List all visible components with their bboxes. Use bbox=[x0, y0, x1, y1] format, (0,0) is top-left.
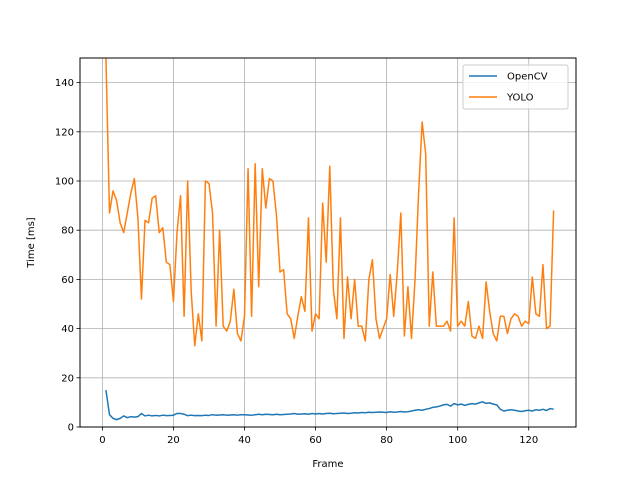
ticks: 0 20 40 60 80 100 120 0 20 40 60 80 100 120 140 bbox=[55, 78, 538, 446]
y-tick-label: 20 bbox=[61, 373, 74, 384]
x-tick-label: 40 bbox=[238, 435, 251, 446]
x-tick-label: 100 bbox=[448, 435, 467, 446]
x-tick-label: 60 bbox=[309, 435, 322, 446]
series-line-opencv bbox=[105, 389, 554, 421]
x-tick-label: 0 bbox=[99, 435, 105, 446]
x-tick-label: 20 bbox=[167, 435, 180, 446]
plot-frame bbox=[79, 57, 577, 428]
y-tick-label: 140 bbox=[55, 78, 74, 89]
legend: OpenCV YOLO bbox=[462, 64, 569, 110]
series-line-yolo bbox=[105, 58, 555, 347]
y-tick-label: 100 bbox=[55, 177, 74, 188]
y-tick-label: 40 bbox=[61, 324, 74, 335]
legend-label-opencv: OpenCV bbox=[507, 72, 548, 83]
y-tick-label: 0 bbox=[68, 423, 74, 434]
series-group bbox=[105, 58, 555, 421]
y-axis-label: Time [ms] bbox=[26, 217, 37, 269]
x-tick-label: 80 bbox=[380, 435, 393, 446]
x-tick-label: 120 bbox=[519, 435, 538, 446]
x-axis-label: Frame bbox=[312, 459, 343, 470]
y-tick-label: 120 bbox=[55, 127, 74, 138]
legend-label-yolo: YOLO bbox=[506, 93, 534, 104]
y-tick-label: 80 bbox=[61, 226, 74, 237]
y-tick-label: 60 bbox=[61, 275, 74, 286]
